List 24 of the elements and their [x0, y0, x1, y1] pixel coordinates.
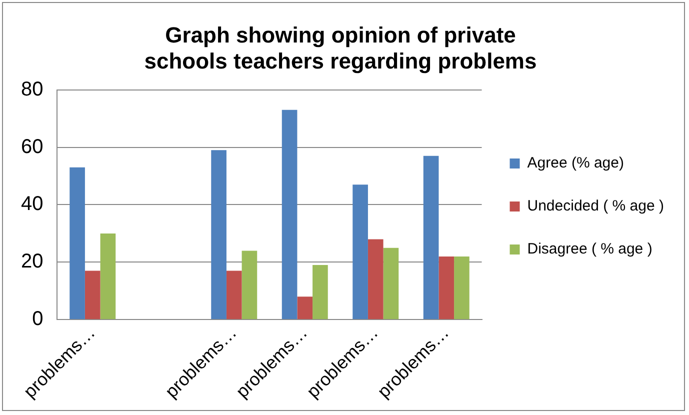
bar	[211, 150, 226, 320]
bar	[100, 233, 116, 320]
legend-label: Disagree ( % age )	[527, 240, 652, 258]
bar	[368, 239, 384, 320]
y-tick-label: 20	[20, 250, 44, 273]
legend-label: Undecided ( % age )	[527, 198, 664, 215]
bar	[423, 156, 439, 320]
y-tick-label: 0	[32, 308, 44, 330]
legend-label: Agree (% age)	[527, 154, 624, 172]
bar	[282, 110, 298, 320]
bar	[297, 296, 313, 320]
bar	[352, 184, 368, 320]
y-tick-label: 60	[20, 136, 44, 158]
y-tick-label: 80	[20, 78, 44, 100]
bar	[226, 270, 242, 320]
bar	[312, 265, 328, 320]
bar	[70, 167, 85, 320]
y-tick-label: 40	[20, 193, 44, 216]
bar	[84, 270, 100, 320]
bar	[454, 256, 470, 320]
bar	[383, 248, 399, 320]
bar	[438, 256, 454, 320]
chart-title: Graph showing opinion of private schools teachers regarding problems	[144, 22, 537, 74]
bar	[242, 250, 258, 320]
